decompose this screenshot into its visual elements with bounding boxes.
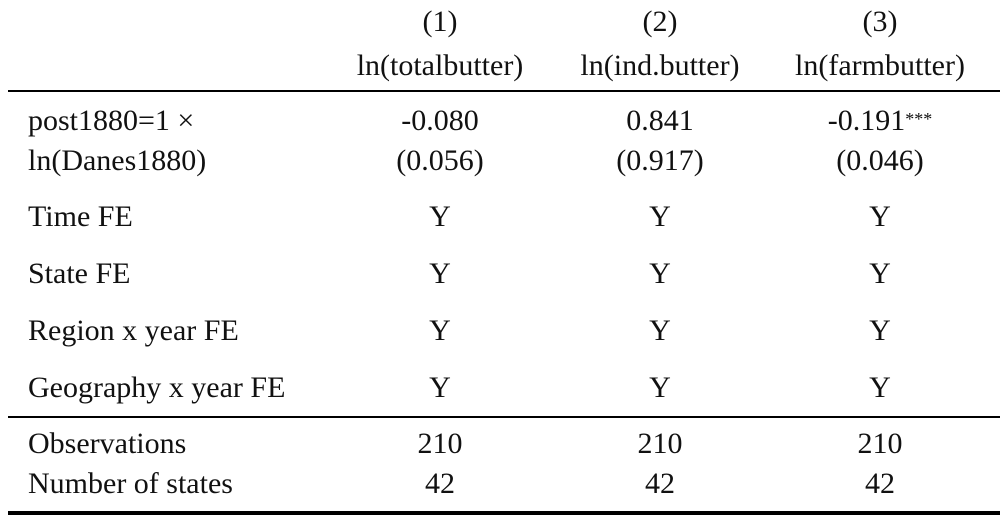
column-number-2: (2) xyxy=(642,5,678,38)
stat-observations-3: 210 xyxy=(857,427,903,460)
fe-label-state: State FE xyxy=(28,257,131,290)
column-dependent-3: ln(farmbutter) xyxy=(795,49,965,82)
stat-observations-1: 210 xyxy=(417,427,463,460)
fe-geography-year-3: Y xyxy=(869,371,891,404)
coef-estimate-1: -0.080 xyxy=(401,104,479,137)
fe-geography-year-2: Y xyxy=(649,371,671,404)
coef-estimate-3: -0.191*** xyxy=(827,104,933,137)
fe-geography-year-1: Y xyxy=(429,371,451,404)
bottom-rule xyxy=(8,511,1000,515)
fe-region-year-1: Y xyxy=(429,314,451,347)
significance-stars: *** xyxy=(905,109,933,129)
stat-observations-2: 210 xyxy=(637,427,683,460)
fe-time-3: Y xyxy=(869,200,891,233)
fe-label-geography-year: Geography x year FE xyxy=(28,371,286,404)
coef-std-error-2: (0.917) xyxy=(616,144,704,177)
column-number-3: (3) xyxy=(862,5,898,38)
stat-label-states: Number of states xyxy=(28,467,233,500)
stat-states-2: 42 xyxy=(645,467,675,500)
coef-estimate-2: 0.841 xyxy=(626,104,694,137)
coef-std-error-3: (0.046) xyxy=(836,144,924,177)
column-dependent-1: ln(totalbutter) xyxy=(356,49,524,82)
column-dependent-2: ln(ind.butter) xyxy=(580,49,740,82)
fe-state-3: Y xyxy=(869,257,891,290)
regression-table: (1) (2) (3) ln(totalbutter) ln(ind.butte… xyxy=(8,0,1000,520)
fe-label-time: Time FE xyxy=(28,200,133,233)
stat-label-observations: Observations xyxy=(28,427,187,460)
stat-states-1: 42 xyxy=(425,467,455,500)
fe-state-2: Y xyxy=(649,257,671,290)
fe-label-region-year: Region x year FE xyxy=(28,314,239,347)
coef-std-error-1: (0.056) xyxy=(396,144,484,177)
fe-region-year-3: Y xyxy=(869,314,891,347)
stats-rule xyxy=(8,416,1000,418)
fe-state-1: Y xyxy=(429,257,451,290)
fe-time-2: Y xyxy=(649,200,671,233)
stat-states-3: 42 xyxy=(865,467,895,500)
fe-time-1: Y xyxy=(429,200,451,233)
coef-label-line2: ln(Danes1880) xyxy=(28,144,207,177)
fe-region-year-2: Y xyxy=(649,314,671,347)
column-number-1: (1) xyxy=(422,5,458,38)
coef-label-line1: post1880=1 × xyxy=(28,104,195,137)
header-rule xyxy=(8,90,1000,92)
